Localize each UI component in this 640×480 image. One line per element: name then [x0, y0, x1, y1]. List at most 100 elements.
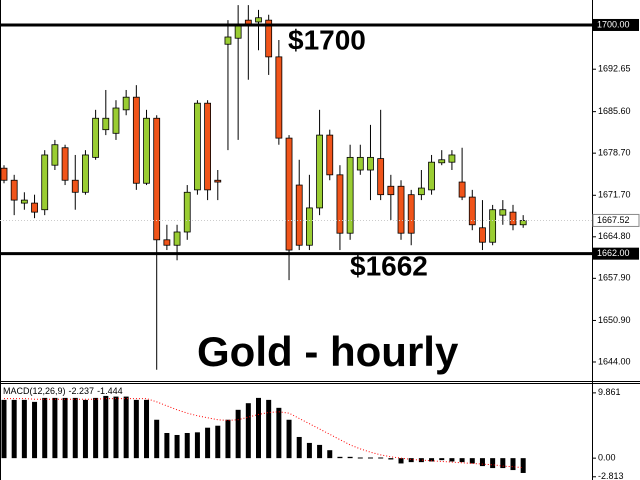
candle-body: [132, 96, 140, 184]
candle-body: [519, 220, 527, 226]
macd-bar: [490, 458, 496, 469]
macd-bar: [388, 458, 394, 460]
candle-body: [367, 156, 374, 171]
macd-bar: [235, 409, 241, 459]
candle-body: [265, 19, 273, 58]
candle-body: [346, 156, 354, 234]
macd-bar: [256, 397, 261, 459]
macd-bar: [286, 419, 292, 459]
macd-bar: [398, 458, 404, 464]
macd-bar: [32, 401, 38, 459]
price-label-box: [593, 247, 639, 260]
macd-bar: [479, 458, 485, 467]
candle-body: [122, 96, 130, 111]
candle-body: [82, 154, 89, 193]
macd-bar: [276, 407, 282, 459]
macd-bar: [357, 457, 363, 459]
macd-bar: [52, 397, 58, 459]
candle-body: [305, 207, 313, 246]
macd-bar: [82, 399, 88, 459]
price-label-box: [593, 18, 639, 31]
macd-bar: [510, 458, 516, 471]
macd-bar: [62, 397, 68, 459]
candle-body: [458, 181, 466, 198]
y-tick-label: 1671.70: [598, 190, 631, 200]
macd-bar: [1, 399, 7, 459]
candle-body: [224, 36, 232, 45]
candle-body: [71, 179, 79, 193]
macd-bar: [215, 425, 221, 459]
macd-bar: [500, 458, 506, 469]
macd-bar: [21, 399, 27, 459]
macd-bar: [418, 458, 424, 463]
candle-body: [438, 159, 446, 164]
macd-bar: [337, 456, 343, 459]
candle-body: [153, 117, 161, 241]
candle-body: [468, 196, 476, 226]
annotation: $1662: [350, 250, 428, 281]
y-tick-label: 1650.90: [598, 315, 631, 325]
candle-body: [326, 134, 334, 176]
macd-bar: [306, 442, 312, 459]
candle-body: [499, 209, 507, 216]
macd-bar: [133, 399, 139, 459]
candle-body: [336, 174, 344, 234]
macd-bar: [520, 458, 526, 473]
candle-body: [316, 134, 323, 209]
macd-bar: [245, 403, 251, 459]
macd-bar: [184, 432, 190, 459]
price-label: 1700.00: [597, 19, 630, 29]
candle-body: [489, 209, 497, 243]
y-tick-label: 9.861: [598, 387, 621, 397]
candle-body: [285, 137, 293, 251]
candle-body: [102, 117, 110, 131]
price-label: 1662.00: [597, 248, 630, 258]
macd-bar: [72, 397, 78, 459]
macd-bar: [439, 458, 445, 461]
candle-body: [234, 24, 242, 39]
candle-body: [204, 102, 212, 191]
annotation: $1700: [288, 24, 366, 55]
y-tick-label: 0.00: [598, 453, 616, 463]
current-price-label: 1667.52: [597, 215, 630, 225]
candle-body: [10, 179, 18, 201]
y-tick-label: 1685.60: [598, 106, 631, 116]
macd-bar: [296, 436, 302, 459]
candle-body: [41, 154, 49, 211]
macd-bar: [205, 427, 211, 459]
macd-bar: [113, 396, 119, 459]
candle-body: [20, 199, 28, 204]
candle-body: [448, 154, 456, 163]
indicator-name: MACD(12,26,9): [3, 386, 66, 396]
y-tick-label: 1678.70: [598, 148, 631, 158]
candle-body: [61, 147, 69, 181]
macd-bar: [408, 458, 414, 463]
macd-bar: [266, 399, 272, 459]
candle-body: [194, 102, 201, 191]
macd-bar: [93, 397, 99, 459]
indicator-value: -2.237: [69, 386, 95, 396]
macd-bar: [154, 419, 160, 459]
macd-bar: [42, 397, 48, 459]
y-tick-label: 1644.00: [598, 356, 631, 366]
candle-body: [479, 227, 486, 243]
macd-bar: [123, 396, 129, 459]
candle-body: [387, 185, 395, 196]
candle-body: [173, 231, 181, 246]
candle-body: [255, 17, 262, 23]
candle-body: [275, 56, 283, 139]
candle-body: [356, 156, 364, 171]
candle-body: [0, 167, 8, 181]
candle-body: [143, 117, 150, 184]
macd-bar: [317, 444, 323, 459]
macd-bar: [469, 458, 475, 464]
macd-bar: [174, 434, 180, 459]
candle-body: [407, 194, 415, 234]
candle-body: [295, 184, 303, 246]
candle-body: [183, 191, 191, 233]
y-tick-label: 1657.90: [598, 273, 631, 283]
candle-body: [31, 202, 38, 213]
candle-body: [92, 117, 100, 158]
y-tick-label: -2.813: [598, 471, 624, 480]
